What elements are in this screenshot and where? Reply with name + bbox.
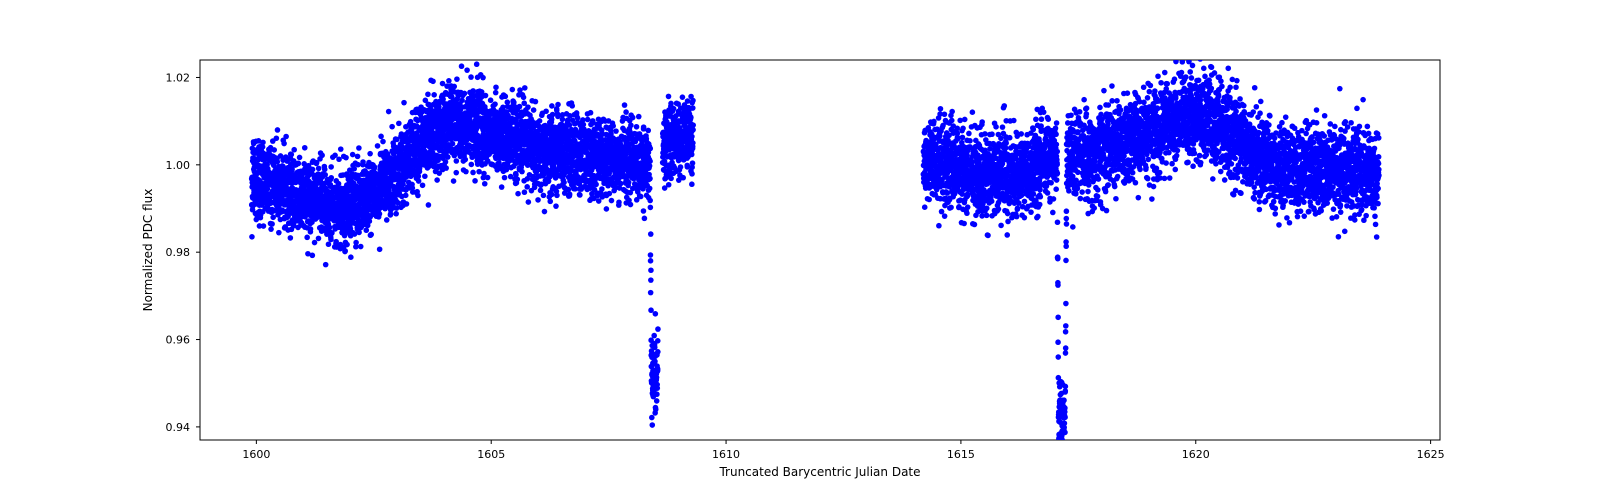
x-axis-label: Truncated Barycentric Julian Date (718, 465, 920, 479)
xtick-label: 1615 (947, 448, 975, 461)
lightcurve-chart: 1600 1605 1610 1615 1620 1625 0.94 0.96 0.98 1.00… (0, 0, 1600, 500)
y-axis-label: Normalized PDC flux (141, 189, 155, 312)
xtick-label: 1620 (1182, 448, 1210, 461)
ytick-label: 0.96 (166, 334, 191, 347)
ytick-label: 0.94 (166, 421, 191, 434)
ytick-label: 1.02 (166, 71, 191, 84)
xtick-label: 1610 (712, 448, 740, 461)
ytick-label: 0.98 (166, 246, 191, 259)
xtick-label: 1625 (1417, 448, 1445, 461)
chart-svg: 1600 1605 1610 1615 1620 1625 0.94 0.96 0.98 1.00… (0, 0, 1600, 500)
ytick-label: 1.00 (166, 159, 191, 172)
xtick-label: 1605 (477, 448, 505, 461)
xtick-label: 1600 (242, 448, 270, 461)
